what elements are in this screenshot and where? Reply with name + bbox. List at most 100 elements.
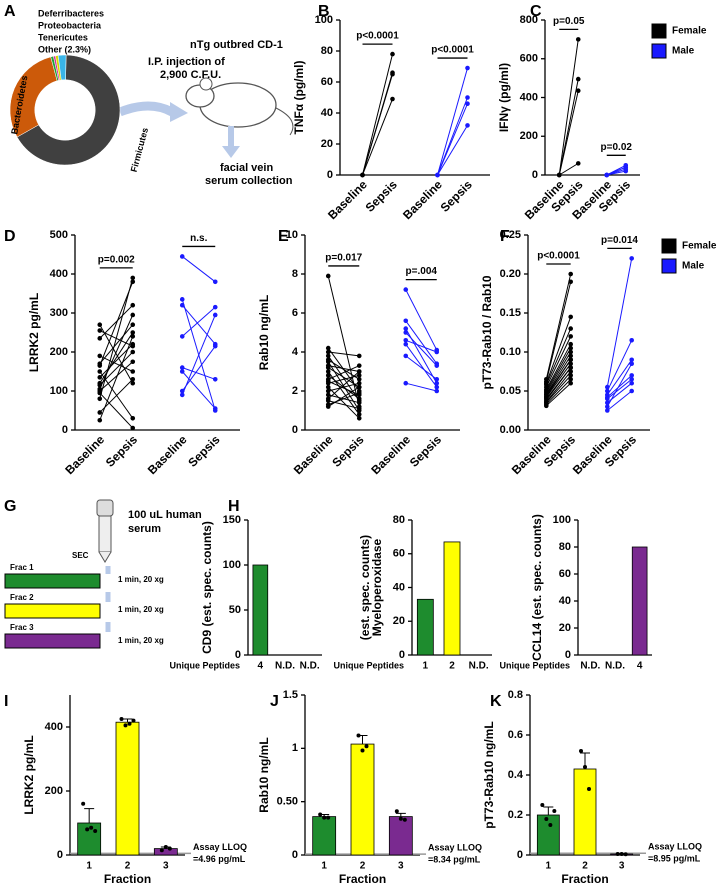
panel-letter: J [270,693,279,710]
pie-label: Firmicutes [129,127,150,174]
legend-swatch [661,238,677,254]
y-tick-label: 200 [50,346,68,358]
dot [97,386,103,392]
dot [629,377,634,382]
dot [130,380,136,386]
pair-line [327,386,360,419]
pair-line [405,382,437,392]
x-axis-title: Fraction [339,872,386,886]
legend-swatch [661,258,677,274]
legend-label: Female [682,241,717,252]
pie-label: Proteobacteria [38,20,102,30]
pair-line [437,67,468,176]
pair-line [545,347,572,392]
x-tick-label: 2 [582,861,588,872]
pair-line [545,375,572,404]
pair-line [362,74,393,176]
dot [179,365,185,370]
x-tick-label: N.D. [275,661,295,672]
annotation: p=0.02 [601,142,633,153]
x-tick-label: Sepsis [363,177,400,214]
dot [356,406,362,411]
bar [153,848,178,856]
dot [605,404,610,409]
pair-line [99,324,134,384]
pair-line [328,365,360,372]
fraction-label: Frac 1 [10,563,34,572]
y-tick-label: 20 [559,622,571,634]
panel-letter: G [4,498,16,515]
column-cap [96,499,114,517]
dot [325,273,331,279]
arrow-head [170,102,188,122]
dot [130,334,136,339]
y-axis-title: LRRK2 pg/mL [27,293,41,372]
dot [390,96,395,102]
dot [568,380,573,386]
dot [465,101,470,106]
pair-line [405,355,438,380]
y-tick-label: 40 [321,107,333,119]
y-tick-label: 1 [292,742,298,754]
legend-label: Male [682,261,705,272]
dot [587,787,591,791]
dot [403,326,409,331]
dot [398,816,403,821]
dot [434,388,440,394]
dot [130,322,136,328]
pair-line [99,314,134,390]
dot [130,312,136,318]
dot [403,287,409,292]
y-tick-label: 0.05 [500,385,521,397]
y-tick-label: 100 [50,385,68,397]
y-axis-title: CCL14 (est. spec. counts) [530,514,544,661]
y-tick-label: 0 [399,649,405,661]
dot [356,373,362,378]
pair-line [405,332,438,366]
dot [179,369,185,374]
pair-line [545,382,572,407]
dot [575,76,581,82]
pair-line [328,365,360,380]
y-tick-label: 4 [292,346,299,358]
dot [167,846,172,851]
pair-line [545,328,572,385]
x-tick-label: 1 [321,861,327,872]
pair-line [99,330,133,347]
dot [212,406,218,411]
pair-line [328,380,360,396]
pair-line [99,378,134,413]
dot [568,377,573,382]
y-tick-label: 200 [520,130,538,142]
dot [159,848,164,853]
panel-letter: H [228,498,240,515]
x-tick-label: 2 [449,661,455,672]
dot [130,279,136,285]
dot [97,369,103,374]
dot [552,809,557,813]
pair-line [362,98,393,176]
dot [434,380,440,386]
dot [403,330,409,335]
y-tick-label: 400 [50,268,68,280]
y-tick-label: 6 [292,307,298,319]
x-tick-label: N.D. [580,661,600,672]
y-tick-label: 100 [223,559,241,571]
x-tick-label: Baseline [325,177,370,222]
y-tick-label: 2 [292,385,298,397]
pair-line [606,390,633,411]
dot [325,373,331,378]
dot [130,349,136,355]
x-axis-title: Fraction [561,872,608,886]
x-tick-label: N.D. [469,661,489,672]
pair-line [99,355,133,372]
dot [97,322,103,328]
y-tick-label: 0.00 [500,424,521,436]
x-tick-label: Baseline [62,432,107,477]
y-axis-title: Rab10 ng/mL [257,295,271,370]
dot [356,363,362,368]
legend-label: Male [672,46,695,57]
dot [465,95,470,100]
dot [629,256,634,261]
y-tick-label: 40 [559,595,571,607]
